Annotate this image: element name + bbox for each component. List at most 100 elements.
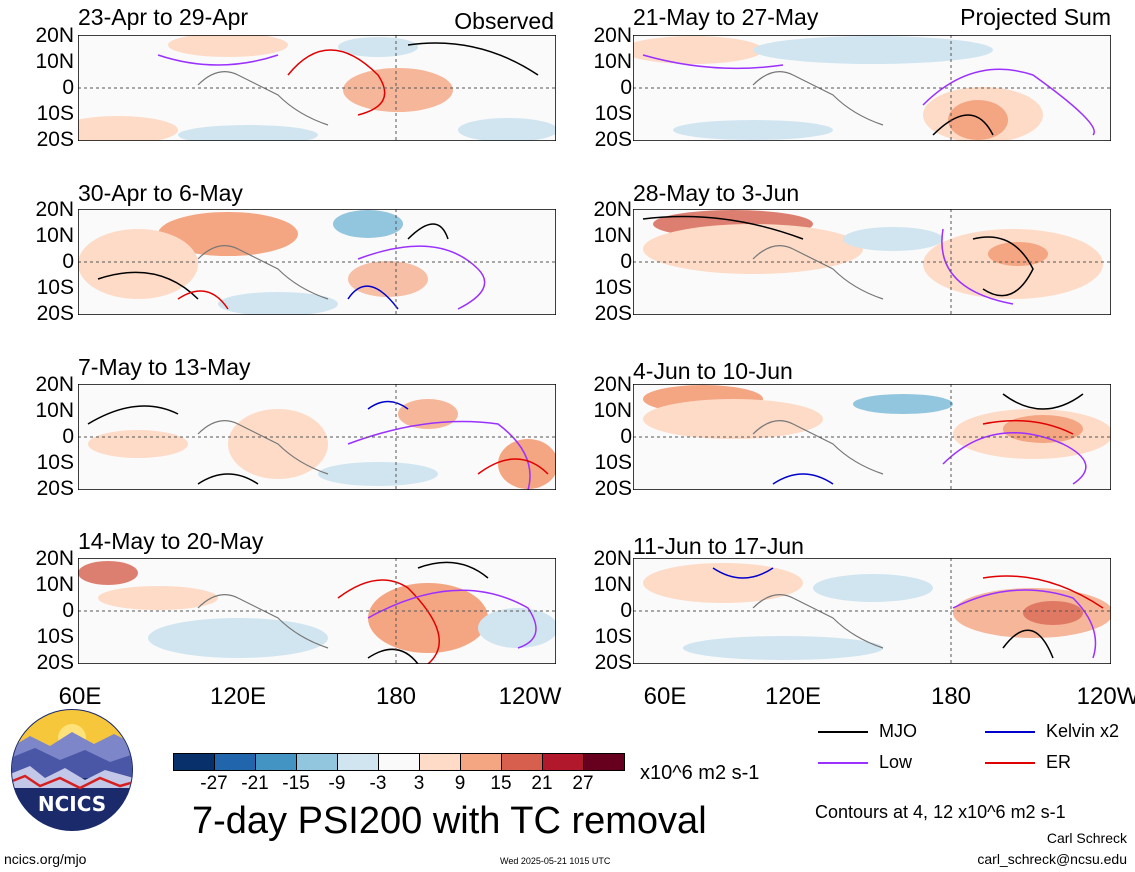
lat-label: 10N (35, 399, 74, 422)
author-name: Carl Schreck (1046, 830, 1127, 846)
map-panel-4 (633, 209, 1111, 315)
map-panel-7 (78, 558, 556, 664)
colorbar-tick-label: 15 (490, 773, 512, 794)
lat-label: 10S (36, 451, 74, 474)
lat-label: 10N (593, 573, 632, 596)
lon-label-180: 180 (375, 683, 417, 710)
lat-label: 20S (594, 477, 632, 500)
lat-label: 20S (594, 651, 632, 674)
panel-title-5: 7-May to 13-May (78, 354, 251, 380)
lat-label: 10N (35, 573, 74, 596)
colorbar-swatch (583, 753, 625, 771)
legend-label-low: Low (879, 752, 913, 772)
lat-label: 10S (36, 102, 74, 125)
legend-line-er (985, 762, 1035, 764)
lat-label: 20N (593, 24, 632, 47)
panel-title-1: 23-Apr to 29-Apr (78, 4, 249, 30)
legend-label-er: ER (1046, 752, 1072, 772)
colorbar-swatch (255, 753, 297, 771)
lat-label: 0 (620, 76, 632, 99)
colorbar-swatch (378, 753, 420, 771)
colorbar-tick-label: -27 (200, 773, 228, 794)
timestamp: Wed 2025-05-21 1015 UTC (500, 856, 611, 866)
colorbar-tick-label: -15 (282, 773, 310, 794)
legend-line-low (818, 762, 868, 764)
lat-label: 0 (62, 250, 74, 273)
lat-label: 10N (593, 224, 632, 247)
panel-tag-observed: Observed (454, 8, 554, 34)
colorbar-swatch (460, 753, 502, 771)
map-panel-6 (633, 384, 1111, 490)
lat-label: 20N (35, 24, 74, 47)
lat-label: 20N (35, 547, 74, 570)
lat-label: 10N (593, 50, 632, 73)
lat-label: 0 (62, 425, 74, 448)
lon-label-120w-right: 120W (1076, 683, 1135, 710)
colorbar-tick-label: -9 (328, 773, 346, 794)
map-panel-8 (633, 558, 1111, 664)
lat-label: 10S (594, 276, 632, 299)
legend-line-mjo (818, 731, 868, 733)
logo-text: NCICS (38, 792, 106, 816)
lon-label-120e: 120E (209, 683, 267, 710)
panel-title-4: 28-May to 3-Jun (633, 180, 800, 206)
colorbar-tick-label: 27 (572, 773, 594, 794)
lat-label: 10S (594, 625, 632, 648)
contour-note: Contours at 4, 12 x10^6 m2 s-1 (815, 802, 1066, 822)
map-panel-2 (633, 35, 1111, 141)
lat-label: 0 (620, 250, 632, 273)
lat-label: 20S (36, 128, 74, 151)
colorbar-tick-label: -21 (241, 773, 269, 794)
lon-label-120e-right: 120E (764, 683, 822, 710)
lat-label: 10S (594, 102, 632, 125)
colorbar-swatch (173, 753, 215, 771)
panel-title-6: 4-Jun to 10-Jun (633, 358, 793, 384)
lat-label: 10S (594, 451, 632, 474)
colorbar-units: x10^6 m2 s-1 (640, 762, 760, 784)
colorbar-tick-label: 3 (413, 773, 425, 794)
colorbar-tick-label: 9 (454, 773, 466, 794)
colorbar-swatch (337, 753, 379, 771)
lat-label: 10N (593, 399, 632, 422)
lon-label-180-right: 180 (930, 683, 972, 710)
lat-label: 10N (35, 50, 74, 73)
legend-label-mjo: MJO (879, 721, 917, 741)
map-panel-3 (78, 209, 556, 315)
main-title: 7-day PSI200 with TC removal (192, 800, 707, 842)
footer-url[interactable]: ncics.org/mjo (4, 851, 87, 867)
colorbar-tick-label: 21 (531, 773, 553, 794)
colorbar-swatch (214, 753, 256, 771)
lat-label: 20S (594, 128, 632, 151)
lat-label: 20S (594, 302, 632, 325)
lat-label: 20N (35, 198, 74, 221)
map-panel-1 (78, 35, 556, 141)
lat-label: 20N (35, 373, 74, 396)
lat-label: 0 (62, 599, 74, 622)
lat-label: 0 (620, 599, 632, 622)
lat-label: 20N (593, 198, 632, 221)
panel-title-3: 30-Apr to 6-May (78, 180, 243, 206)
lon-label-120w: 120W (498, 683, 562, 710)
lat-label: 20N (593, 547, 632, 570)
colorbar-swatch (542, 753, 584, 771)
lon-label-60e-right: 60E (643, 683, 687, 710)
map-panel-5 (78, 384, 556, 490)
lat-label: 20S (36, 477, 74, 500)
lat-label: 20S (36, 651, 74, 674)
lon-label-60e: 60E (58, 683, 102, 710)
panel-title-7: 14-May to 20-May (78, 528, 264, 554)
ncics-logo: NCICS (11, 709, 133, 831)
lat-label: 20S (36, 302, 74, 325)
author-email[interactable]: carl_schreck@ncsu.edu (977, 851, 1127, 867)
lat-label: 10N (35, 224, 74, 247)
legend-label-kelvin: Kelvin x2 (1046, 721, 1120, 741)
legend-line-kelvin (985, 731, 1035, 733)
lat-label: 20N (593, 373, 632, 396)
lat-label: 10S (36, 625, 74, 648)
lat-label: 0 (620, 425, 632, 448)
colorbar-swatch (419, 753, 461, 771)
panel-title-2: 21-May to 27-May (633, 4, 819, 30)
colorbar-tick-label: -3 (369, 773, 387, 794)
panel-title-8: 11-Jun to 17-Jun (633, 533, 804, 559)
colorbar-swatch (501, 753, 543, 771)
